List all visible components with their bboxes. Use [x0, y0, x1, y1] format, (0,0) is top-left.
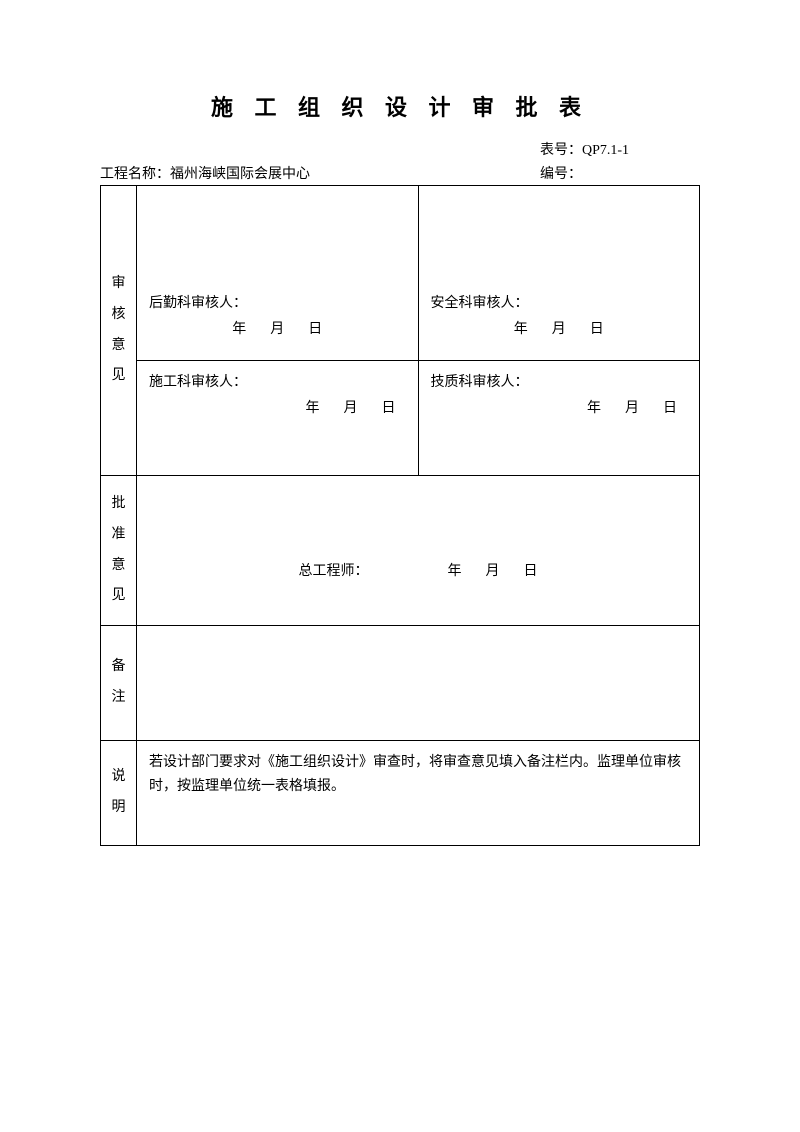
remark-label-cell: 备 注 [101, 626, 137, 741]
logistics-reviewer: 后勤科审核人： [149, 292, 406, 312]
approve-label-3: 意 [112, 558, 126, 573]
logistics-cell: 后勤科审核人： 年月日 [137, 186, 419, 361]
project-value: 福州海峡国际会展中心 [170, 167, 310, 182]
chief-engineer-label: 总工程师： [299, 564, 369, 579]
review-label-3: 意 [112, 338, 126, 353]
serial-label: 编号： [540, 167, 582, 182]
safety-date: 年月日 [431, 318, 688, 338]
safety-reviewer: 安全科审核人： [431, 292, 688, 312]
quality-date: 年月日 [431, 397, 688, 417]
remark-label-1: 备 [112, 659, 126, 674]
quality-cell: 技质科审核人： 年月日 [418, 361, 700, 476]
review-label-1: 审 [112, 276, 126, 291]
approve-label-2: 准 [112, 527, 126, 542]
approve-cell: 总工程师： 年月日 [137, 476, 700, 626]
header-meta: 表号：QP7.1-1 [100, 140, 700, 161]
desc-label-1: 说 [112, 769, 126, 784]
review-label-4: 见 [112, 368, 126, 383]
project-label: 工程名称： [100, 167, 170, 182]
remark-label-2: 注 [112, 690, 126, 705]
review-label-2: 核 [112, 307, 126, 322]
approval-table: 审 核 意 见 后勤科审核人： 年月日 安全科审 [100, 185, 700, 846]
page-container: 施 工 组 织 设 计 审 批 表 表号：QP7.1-1 工程名称：福州海峡国际… [0, 0, 800, 896]
form-no-value: QP7.1-1 [582, 143, 629, 158]
chief-engineer-line: 总工程师： 年月日 [137, 560, 699, 580]
page-title: 施 工 组 织 设 计 审 批 表 [100, 90, 700, 122]
review-label-cell: 审 核 意 见 [101, 186, 137, 476]
safety-cell: 安全科审核人： 年月日 [418, 186, 700, 361]
approve-label-1: 批 [112, 496, 126, 511]
project-row: 工程名称：福州海峡国际会展中心 编号： [100, 163, 700, 183]
quality-reviewer: 技质科审核人： [431, 371, 688, 391]
approve-label-cell: 批 准 意 见 [101, 476, 137, 626]
desc-text: 若设计部门要求对《施工组织设计》审查时，将审查意见填入备注栏内。监理单位审核时，… [137, 741, 699, 809]
remark-cell [137, 626, 700, 741]
construction-reviewer: 施工科审核人： [149, 371, 406, 391]
construction-date: 年月日 [149, 397, 406, 417]
logistics-date: 年月日 [149, 318, 406, 338]
construction-cell: 施工科审核人： 年月日 [137, 361, 419, 476]
approve-label-4: 见 [112, 588, 126, 603]
form-no-label: 表号： [540, 143, 582, 158]
desc-label-cell: 说 明 [101, 741, 137, 846]
desc-cell: 若设计部门要求对《施工组织设计》审查时，将审查意见填入备注栏内。监理单位审核时，… [137, 741, 700, 846]
desc-label-2: 明 [112, 800, 126, 815]
